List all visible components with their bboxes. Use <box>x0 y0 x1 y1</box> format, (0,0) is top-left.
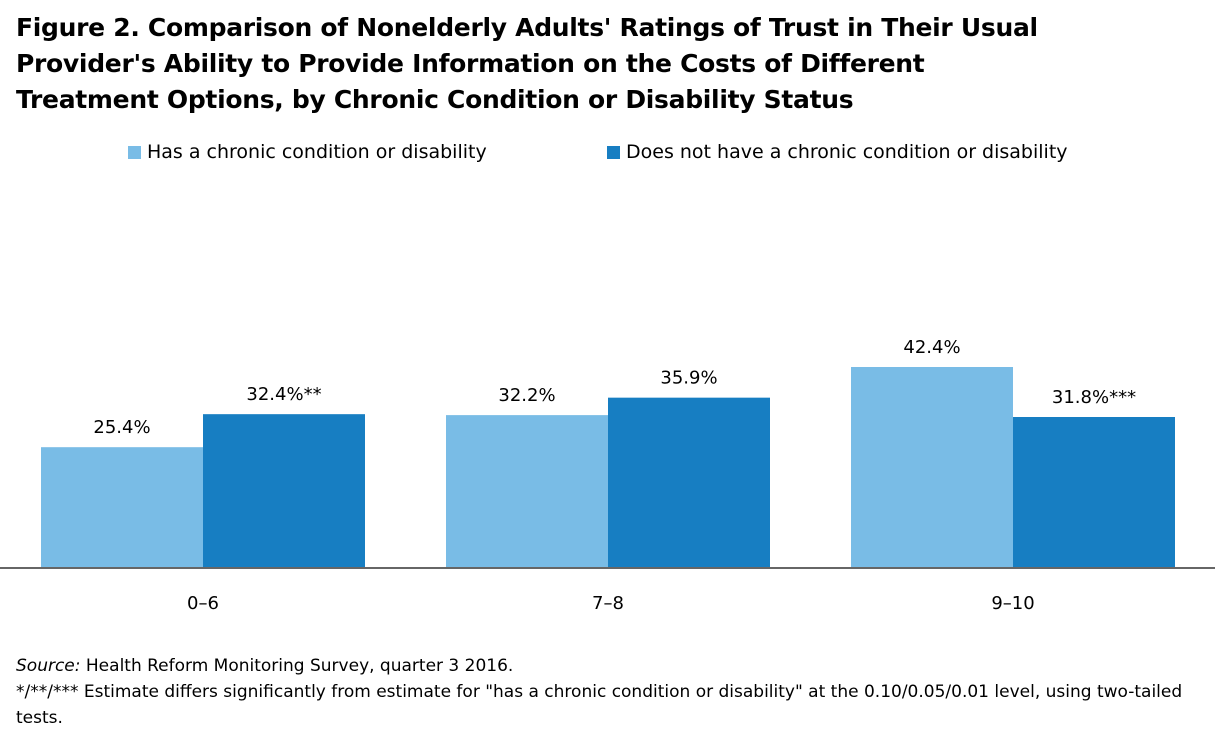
source-label: Source: <box>16 656 81 676</box>
legend-label: Has a chronic condition or disability <box>147 141 487 163</box>
bar-no-condition-2 <box>1013 417 1175 567</box>
bar-value-label: 42.4% <box>903 337 960 358</box>
source-note: Source: Health Reform Monitoring Survey,… <box>16 653 1206 679</box>
bar-has-condition-2 <box>851 367 1013 567</box>
legend-swatch-dark <box>607 145 620 159</box>
bar-value-label: 25.4% <box>93 417 150 438</box>
bar-no-condition-0 <box>203 414 365 567</box>
chart-title-line: Treatment Options, by Chronic Condition … <box>16 85 854 114</box>
source-text: Health Reform Monitoring Survey, quarter… <box>80 656 514 676</box>
bar-value-label: 35.9% <box>660 368 717 389</box>
chart-legend: Has a chronic condition or disability Do… <box>0 141 1215 167</box>
chart-footer: Source: Health Reform Monitoring Survey,… <box>16 653 1206 731</box>
bar-value-label: 32.2% <box>498 385 555 406</box>
legend-swatch-light <box>128 145 141 159</box>
legend-item-no-condition: Does not have a chronic condition or dis… <box>607 141 1068 163</box>
bar-value-label: 31.8%*** <box>1052 387 1136 408</box>
bar-no-condition-1 <box>608 397 770 567</box>
x-tick-label: 9–10 <box>991 593 1034 614</box>
significance-note: */**/*** Estimate differs significantly … <box>16 682 1183 728</box>
x-tick-labels-group: 0–6 7–8 9–10 <box>187 593 1035 614</box>
legend-label: Does not have a chronic condition or dis… <box>626 141 1068 163</box>
bars-group <box>41 367 1175 567</box>
bar-value-label: 32.4%** <box>246 384 321 405</box>
bar-labels-group: 25.4% 32.4%** 32.2% 35.9% 42.4% 31.8%*** <box>93 337 1136 438</box>
chart-title-line: Figure 2. Comparison of Nonelderly Adult… <box>16 13 1038 42</box>
bar-has-condition-0 <box>41 447 203 567</box>
bar-has-condition-1 <box>446 415 608 567</box>
x-tick-label: 7–8 <box>592 593 624 614</box>
chart-title-line: Provider's Ability to Provide Informatio… <box>16 49 925 78</box>
chart-title: Figure 2. Comparison of Nonelderly Adult… <box>16 10 1211 118</box>
legend-item-has-condition: Has a chronic condition or disability <box>128 141 487 163</box>
x-tick-label: 0–6 <box>187 593 219 614</box>
